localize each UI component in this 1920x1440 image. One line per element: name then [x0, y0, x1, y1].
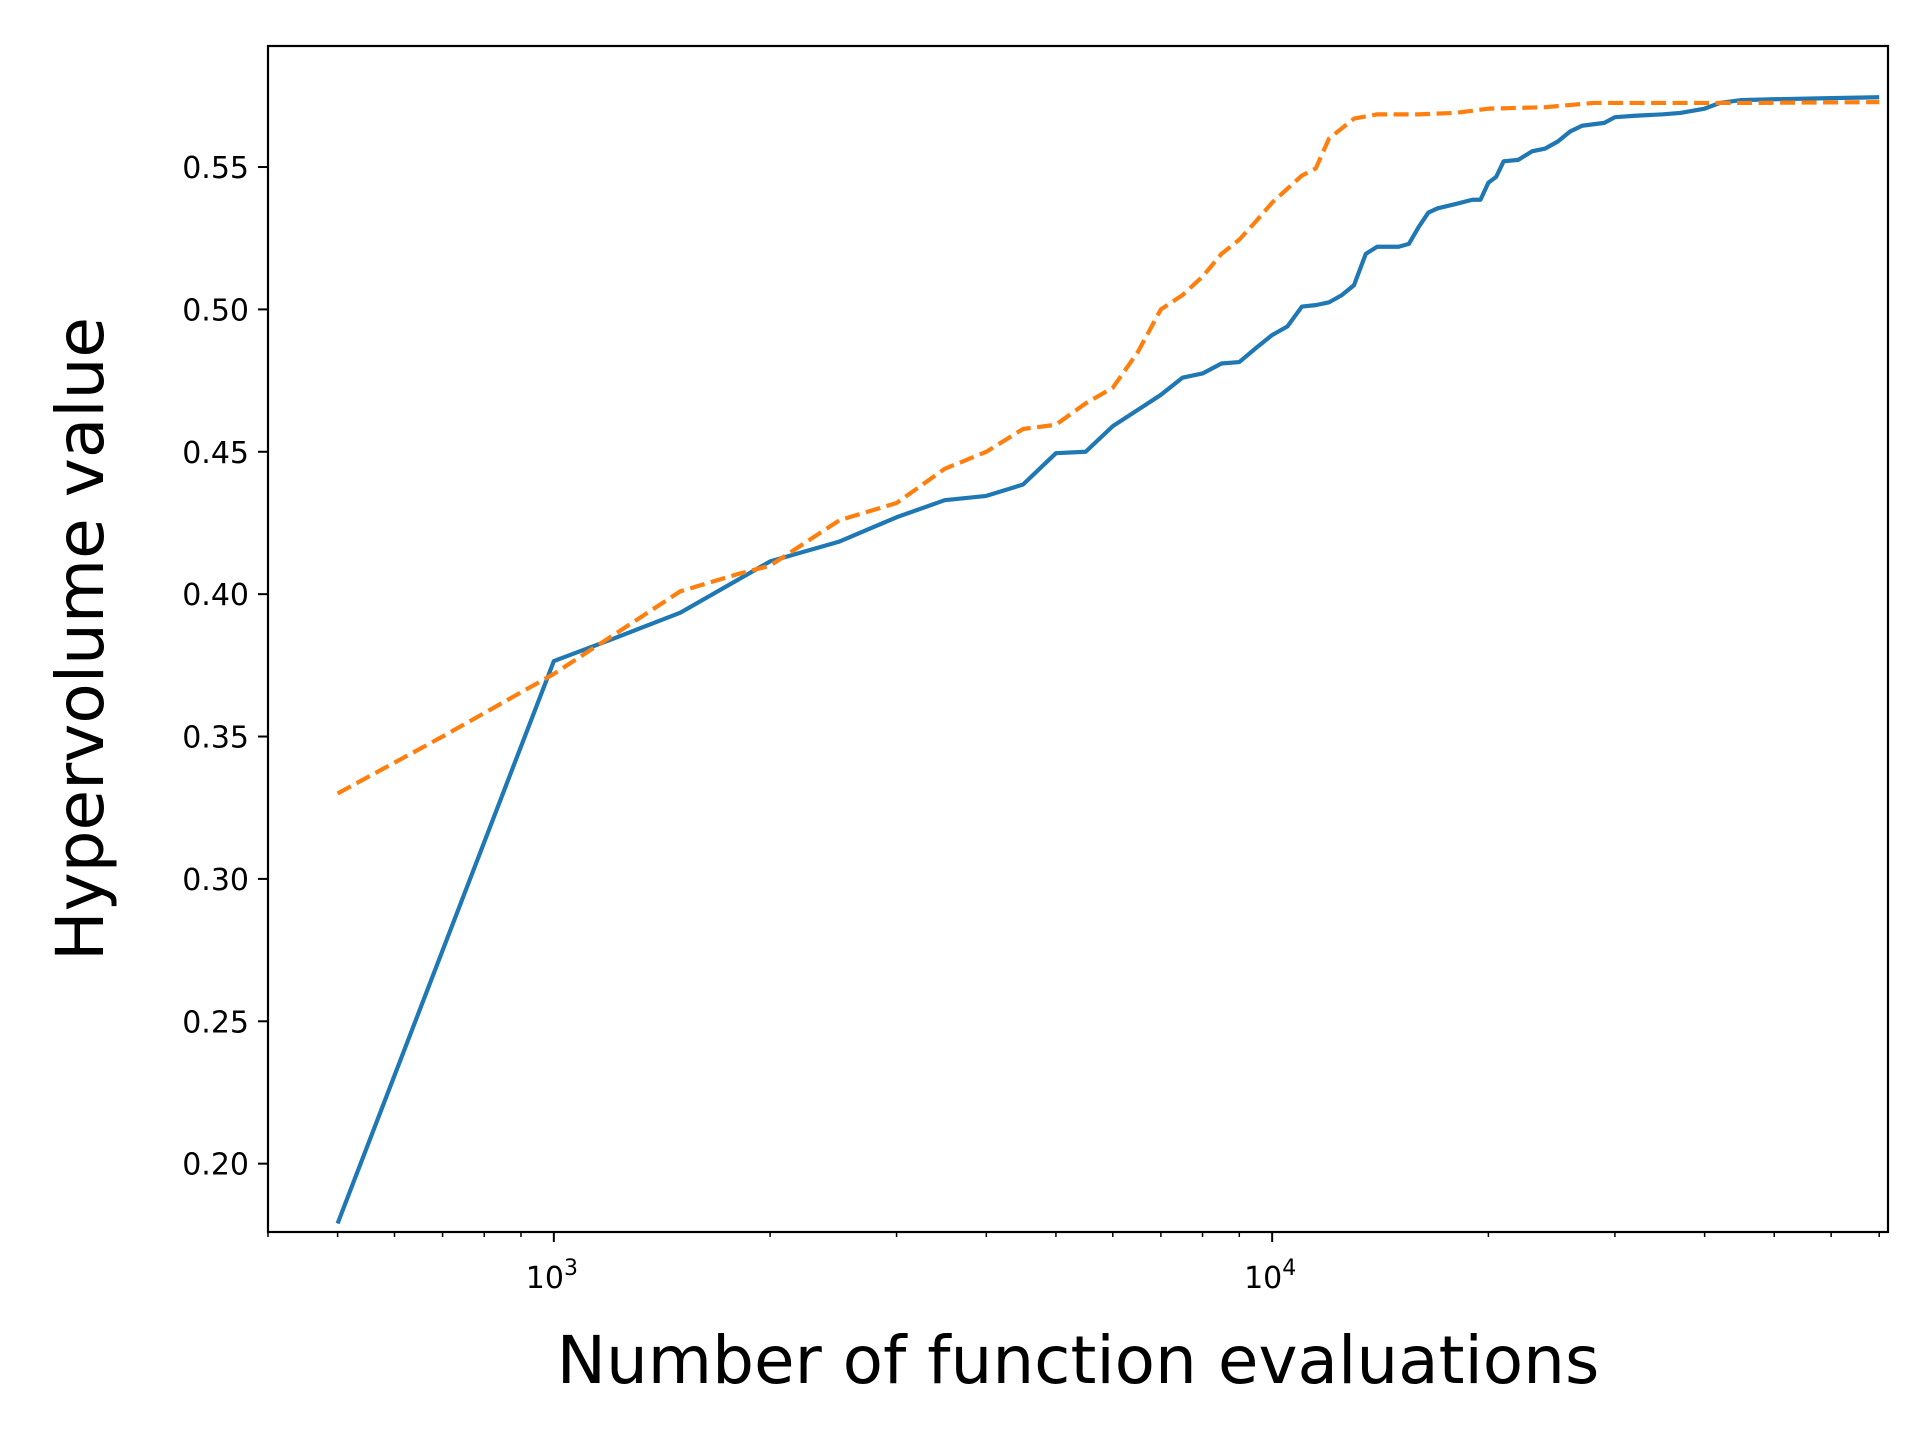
- x-tick-label: 104: [1244, 1256, 1296, 1296]
- series-line-1: [335, 95, 1880, 1225]
- x-tick-label: 103: [526, 1256, 578, 1296]
- x-axis-title: Number of function evaluations: [557, 1322, 1600, 1399]
- tick-layer: 0.20 0.25 0.30 0.35 0.40 0.45 0.50 0.55 103 104: [182, 151, 1880, 1296]
- y-tick-label: 0.25: [182, 1005, 249, 1040]
- y-tick-label: 0.20: [182, 1148, 249, 1183]
- series-line-2: [336, 100, 1880, 796]
- y-tick-label: 0.35: [182, 721, 249, 756]
- plot-frame: [266, 44, 1890, 1234]
- y-tick-label: 0.30: [182, 863, 249, 898]
- y-tick-label: 0.40: [182, 578, 249, 613]
- y-tick-label: 0.45: [182, 436, 249, 471]
- series-layer: [335, 95, 1880, 1225]
- y-tick-label: 0.55: [182, 151, 249, 186]
- y-tick-label: 0.50: [182, 293, 249, 328]
- y-axis-title: Hypervolume value: [42, 317, 119, 961]
